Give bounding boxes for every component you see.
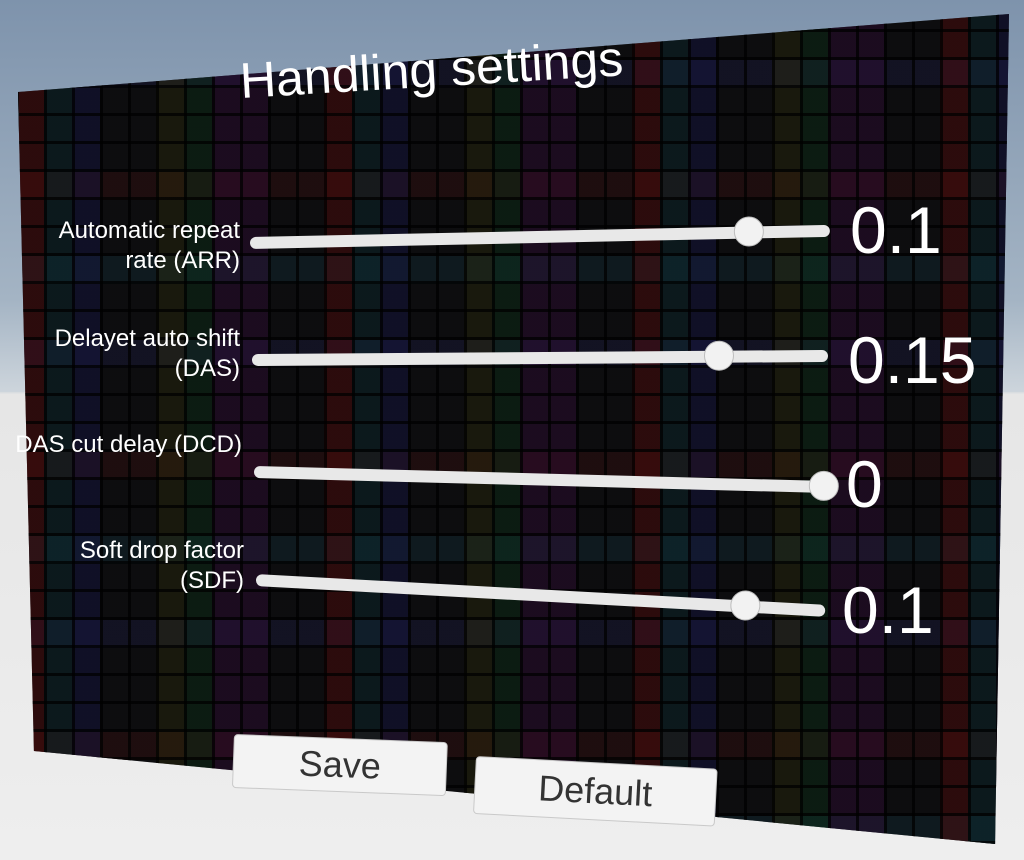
- settings-panel-background: [17, 14, 1010, 844]
- sdf-value: 0.1: [842, 573, 934, 647]
- arr-slider-thumb[interactable]: [733, 216, 764, 247]
- das-slider-thumb[interactable]: [703, 340, 734, 371]
- das-value: 0.15: [848, 323, 977, 397]
- arr-value: 0.1: [850, 193, 942, 267]
- default-button[interactable]: Default: [472, 756, 718, 827]
- arr-label: Automatic repeat rate (ARR): [58, 217, 240, 274]
- dcd-value: 0: [846, 447, 883, 521]
- das-label: Delayet auto shift (DAS): [54, 325, 240, 382]
- dcd-label: DAS cut delay (DCD): [15, 431, 242, 458]
- sdf-label: Soft drop factor (SDF): [79, 537, 244, 594]
- save-button[interactable]: Save: [231, 734, 448, 797]
